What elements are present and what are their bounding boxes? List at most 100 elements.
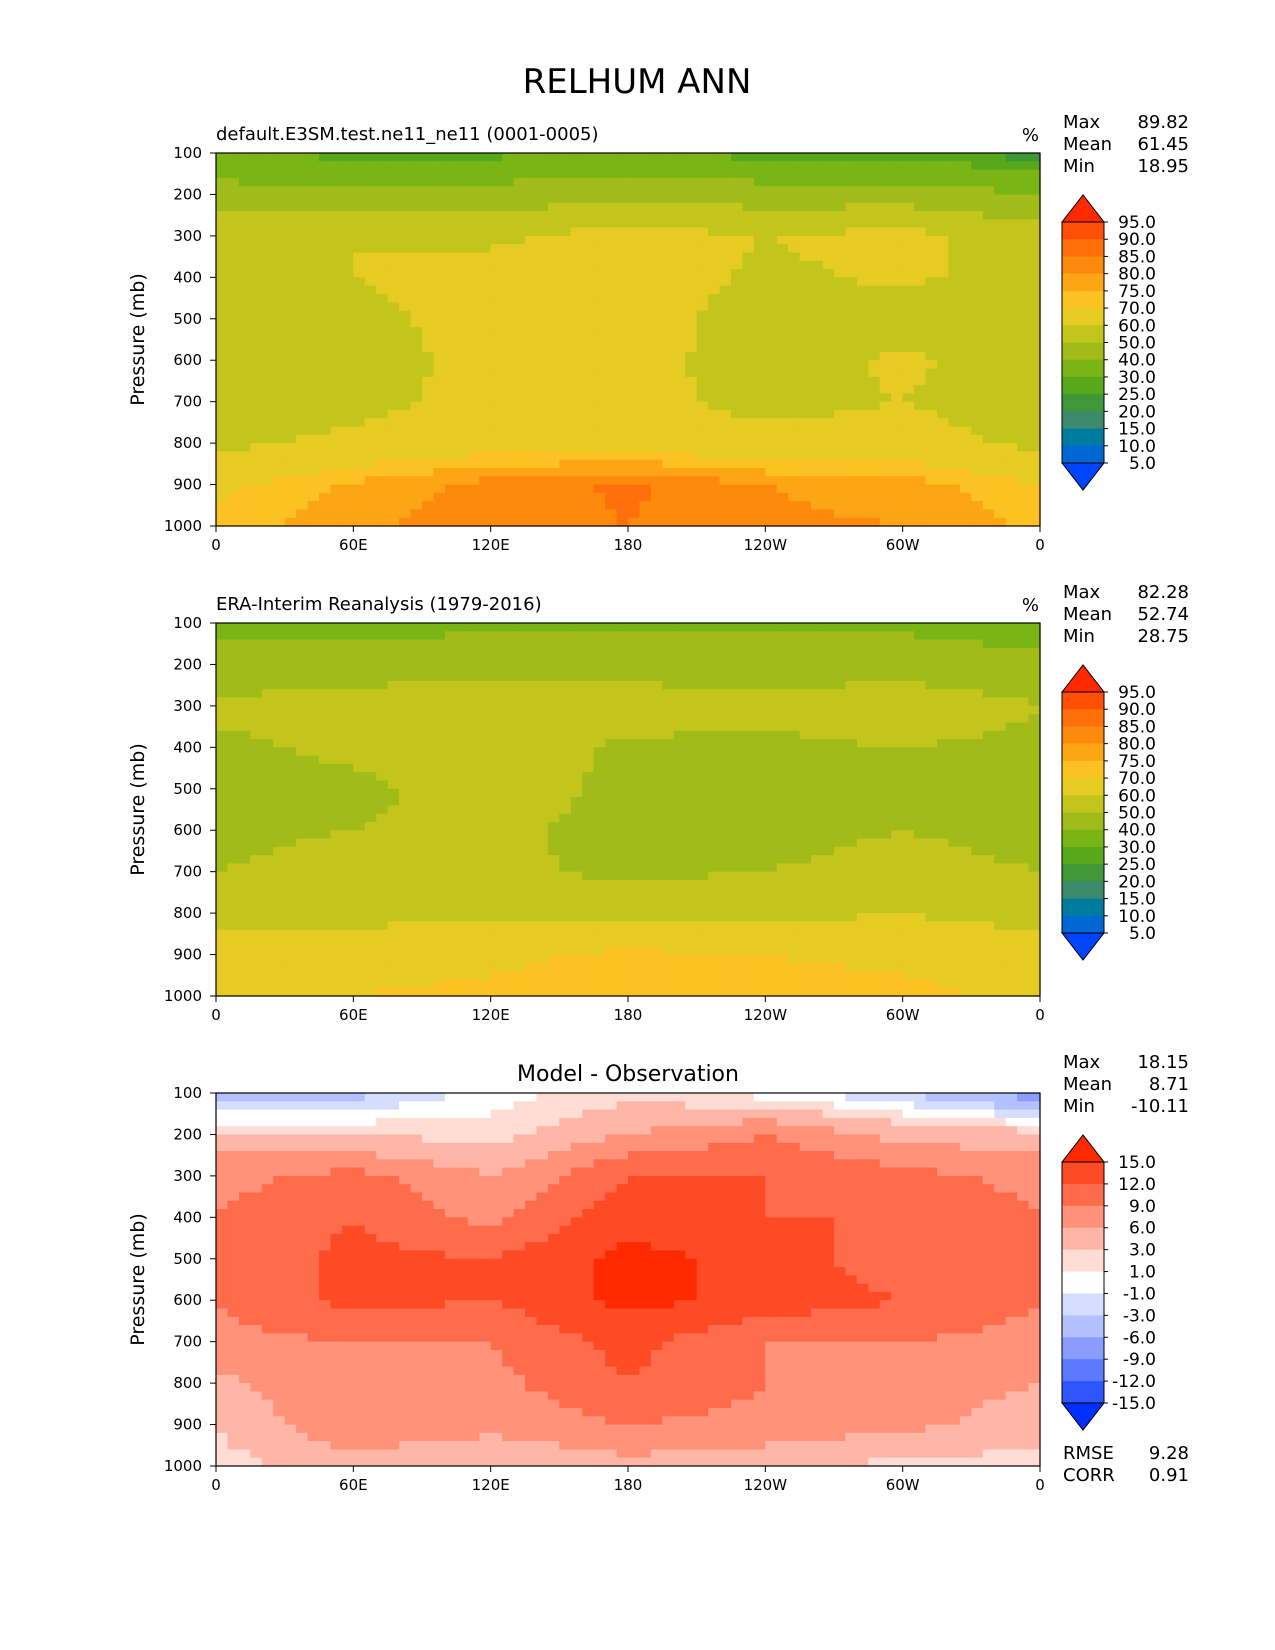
field-cell (891, 235, 904, 245)
field-cell (662, 161, 675, 171)
field-cell (376, 730, 389, 740)
field-cell (410, 805, 423, 815)
field-cell (330, 631, 343, 641)
field-cell (616, 476, 629, 486)
field-cell (319, 484, 332, 494)
field-cell (639, 797, 652, 806)
field-cell (284, 451, 297, 461)
field-cell (490, 467, 503, 477)
field-cell (902, 153, 915, 162)
field-cell (628, 351, 641, 361)
field-cell (1017, 509, 1030, 519)
field-cell (788, 434, 801, 444)
field-cell (319, 385, 332, 394)
field-cell (479, 252, 492, 262)
field-cell (902, 244, 915, 254)
field-cell (547, 517, 560, 527)
field-cell (834, 277, 847, 287)
field-cell (307, 772, 320, 782)
field-cell (925, 714, 938, 724)
colorbar-label: 30.0 (1118, 368, 1156, 388)
field-cell (570, 211, 583, 220)
field-cell (685, 467, 698, 477)
field-cell (742, 302, 755, 312)
field-cell (319, 672, 332, 682)
field-cell (902, 656, 915, 666)
field-cell (1028, 418, 1041, 428)
field-cell (479, 285, 492, 295)
field-cell (387, 631, 400, 641)
field-cell (731, 252, 744, 262)
field-cell (410, 647, 423, 657)
field-cell (856, 418, 869, 428)
field-cell (273, 797, 286, 806)
field-cell (250, 393, 263, 403)
field-cell (570, 509, 583, 519)
field-cell (1017, 459, 1030, 469)
field-cell (387, 664, 400, 674)
field-cell (547, 639, 560, 649)
field-cell (216, 459, 229, 469)
field-cell (1017, 755, 1030, 765)
field-cell (456, 434, 469, 444)
field-cell (811, 211, 824, 220)
field-cell (502, 385, 515, 394)
field-cell (662, 501, 675, 511)
field-cell (776, 697, 789, 707)
field-cell (456, 153, 469, 162)
field-cell (628, 664, 641, 674)
field-cell (490, 260, 503, 270)
field-cell (536, 797, 549, 806)
field-cell (1017, 318, 1030, 328)
field-cell (605, 376, 618, 386)
field-cell (364, 318, 377, 328)
field-cell (788, 318, 801, 328)
field-cell (788, 797, 801, 806)
field-cell (296, 517, 309, 527)
field-cell (341, 739, 354, 748)
field-cell (330, 509, 343, 519)
field-cell (788, 285, 801, 295)
field-cell (971, 227, 984, 237)
field-cell (376, 202, 389, 212)
field-cell (227, 755, 240, 765)
field-cell (1028, 451, 1041, 461)
field-cell (914, 235, 927, 245)
field-cell (1028, 252, 1041, 262)
field-cell (422, 730, 435, 740)
field-cell (959, 277, 972, 287)
field-cell (925, 722, 938, 732)
field-cell (216, 434, 229, 444)
field-cell (708, 689, 721, 699)
field-cell (582, 689, 595, 699)
field-cell (650, 730, 663, 740)
x-tick-label: 60E (339, 536, 368, 554)
field-cell (353, 797, 366, 806)
field-cell (536, 705, 549, 715)
field-cell (765, 285, 778, 295)
colorbar-label: 75.0 (1118, 282, 1156, 302)
field-cell (959, 327, 972, 336)
field-cell (765, 755, 778, 765)
field-cell (971, 467, 984, 477)
field-cell (227, 418, 240, 428)
field-cell (891, 631, 904, 641)
field-cell (868, 252, 881, 262)
field-cell (387, 797, 400, 806)
field-cell (856, 451, 869, 461)
field-cell (971, 327, 984, 336)
field-cell (776, 788, 789, 798)
field-cell (925, 426, 938, 436)
field-cell (582, 484, 595, 494)
field-cell (319, 202, 332, 212)
field-cell (353, 459, 366, 469)
field-cell (811, 418, 824, 428)
field-cell (353, 426, 366, 436)
field-cell (547, 730, 560, 740)
field-cell (914, 293, 927, 303)
field-cell (502, 623, 515, 632)
field-cell (273, 805, 286, 815)
field-cell (238, 169, 251, 179)
field-cell (593, 639, 606, 649)
field-cell (879, 426, 892, 436)
